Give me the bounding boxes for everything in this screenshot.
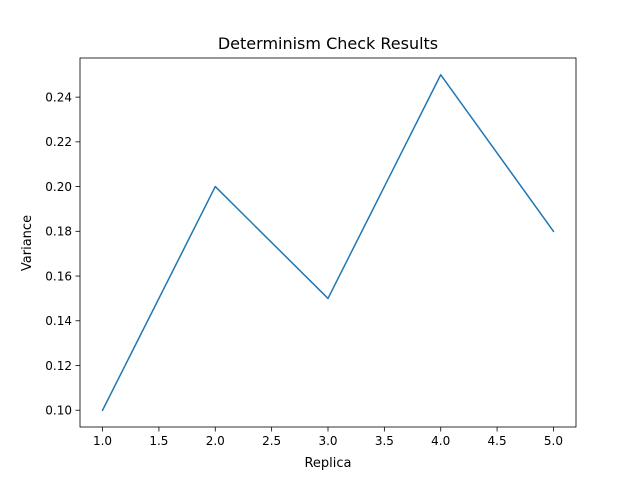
y-tick-label: 0.14 xyxy=(45,314,72,328)
x-tick-label: 4.5 xyxy=(488,434,507,448)
y-axis: 0.10 0.12 0.14 0.16 0.18 0.20 0.22 0.24 xyxy=(45,90,80,418)
y-tick-label: 0.10 xyxy=(45,404,72,418)
plot-area xyxy=(79,57,577,428)
x-tick-label: 4.0 xyxy=(431,434,450,448)
x-tick-label: 2.0 xyxy=(206,434,225,448)
y-tick-label: 0.20 xyxy=(45,180,72,194)
plot-frame xyxy=(79,57,577,428)
y-tick-label: 0.12 xyxy=(45,359,72,373)
series-line-0 xyxy=(101,74,555,412)
x-tick-label: 1.5 xyxy=(149,434,168,448)
x-tick-label: 5.0 xyxy=(544,434,563,448)
y-axis-label: Variance xyxy=(20,215,35,271)
chart-title: Determinism Check Results xyxy=(218,34,438,53)
y-tick-label: 0.16 xyxy=(45,269,72,283)
y-tick-label: 0.24 xyxy=(45,90,72,104)
x-tick-label: 1.0 xyxy=(93,434,112,448)
x-axis: 1.0 1.5 2.0 2.5 3.0 3.5 4.0 4.5 5.0 xyxy=(93,427,563,448)
x-tick-label: 3.5 xyxy=(375,434,394,448)
x-axis-label: Replica xyxy=(304,456,351,471)
x-tick-label: 2.5 xyxy=(262,434,281,448)
y-tick-label: 0.18 xyxy=(45,225,72,239)
y-tick-label: 0.22 xyxy=(45,135,72,149)
x-tick-label: 3.0 xyxy=(318,434,337,448)
